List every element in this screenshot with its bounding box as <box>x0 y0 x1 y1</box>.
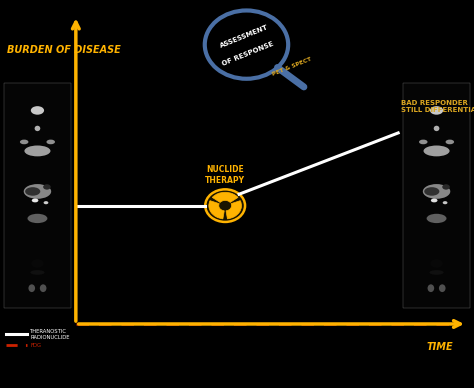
Ellipse shape <box>46 140 55 144</box>
Ellipse shape <box>20 140 28 144</box>
Ellipse shape <box>40 284 46 292</box>
Text: THERANOSTIC
RADIONUCLIDE: THERANOSTIC RADIONUCLIDE <box>30 329 70 340</box>
Ellipse shape <box>24 146 50 156</box>
Ellipse shape <box>32 199 38 203</box>
Ellipse shape <box>424 187 439 196</box>
Ellipse shape <box>439 284 446 292</box>
Ellipse shape <box>430 259 443 268</box>
Wedge shape <box>209 201 224 219</box>
Bar <box>403 83 470 308</box>
Text: OF RESPONSE: OF RESPONSE <box>221 41 274 68</box>
Text: TIME: TIME <box>426 342 453 352</box>
Ellipse shape <box>28 284 35 292</box>
Ellipse shape <box>446 140 454 144</box>
Ellipse shape <box>419 140 428 144</box>
Ellipse shape <box>25 187 40 196</box>
Ellipse shape <box>427 214 447 223</box>
Bar <box>4 83 71 308</box>
Circle shape <box>221 203 229 209</box>
Wedge shape <box>226 201 241 219</box>
Ellipse shape <box>428 284 434 292</box>
Text: BAD RESPONDER
STILL DIFFERENTIATED: BAD RESPONDER STILL DIFFERENTIATED <box>401 100 474 113</box>
Text: FDG: FDG <box>30 343 41 348</box>
Ellipse shape <box>442 184 450 190</box>
Ellipse shape <box>431 199 438 203</box>
Ellipse shape <box>430 106 443 115</box>
Text: NUCLIDE
THERAPY: NUCLIDE THERAPY <box>205 165 245 185</box>
Text: ASSESSMENT: ASSESSMENT <box>219 24 269 48</box>
Ellipse shape <box>424 146 450 156</box>
Ellipse shape <box>434 126 439 131</box>
Ellipse shape <box>27 214 47 223</box>
Text: BURDEN OF DISEASE: BURDEN OF DISEASE <box>7 45 121 55</box>
Ellipse shape <box>31 259 44 268</box>
Ellipse shape <box>35 126 40 131</box>
Ellipse shape <box>44 201 48 204</box>
Ellipse shape <box>423 184 450 199</box>
Ellipse shape <box>24 184 51 199</box>
Text: PET & SPECT: PET & SPECT <box>271 56 312 76</box>
Ellipse shape <box>30 270 45 275</box>
Ellipse shape <box>43 184 51 190</box>
Ellipse shape <box>31 106 44 115</box>
Ellipse shape <box>429 270 444 275</box>
Ellipse shape <box>443 201 447 204</box>
Wedge shape <box>212 192 238 203</box>
Circle shape <box>205 189 245 222</box>
